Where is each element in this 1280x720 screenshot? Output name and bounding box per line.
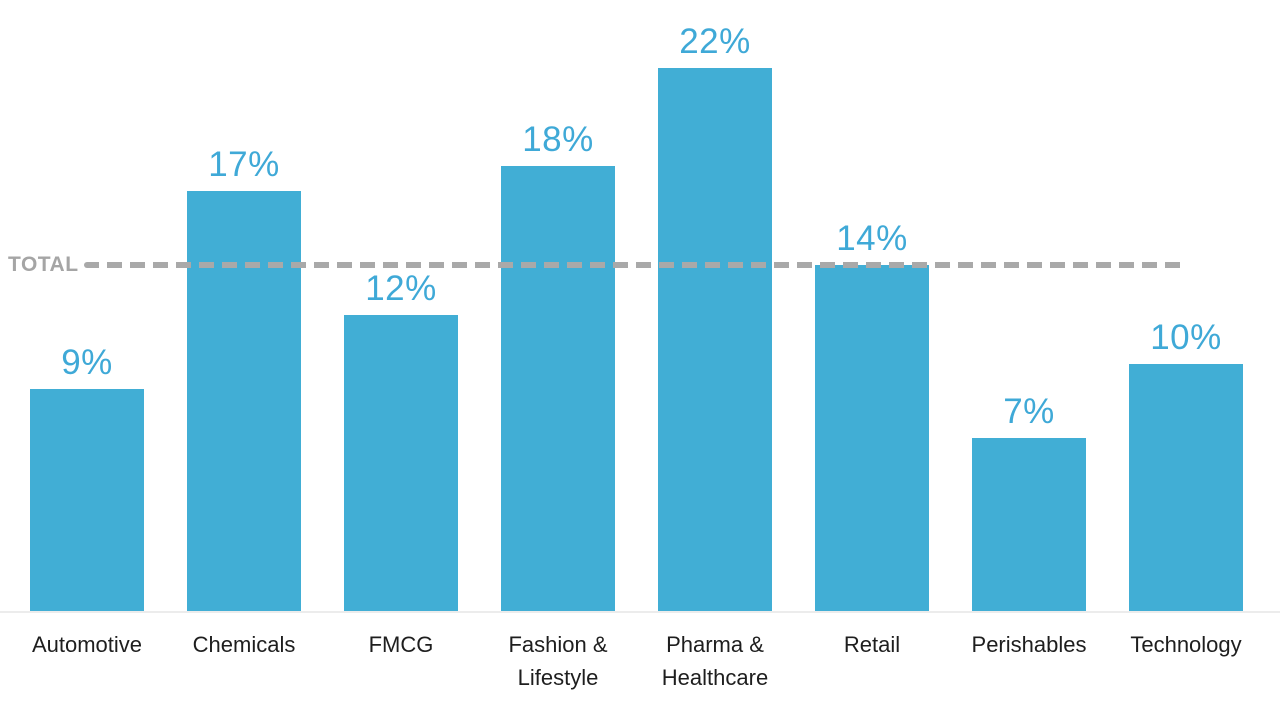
category-label: Fashion & Lifestyle [508, 632, 608, 690]
bar-group: 17% [187, 145, 301, 611]
bar-group: 10% [1129, 318, 1243, 611]
bar-value-label: 14% [836, 219, 908, 258]
total-line-label: TOTAL [8, 253, 79, 276]
bar-value-label: 7% [1003, 392, 1055, 431]
total-dashed-line [83, 262, 1188, 268]
bar [501, 166, 615, 611]
plot-area: 9% 17% 12% 18% 22% 14% 7% 10% [0, 22, 1280, 613]
bar-group: 9% [30, 343, 144, 611]
category-label: Chemicals [192, 632, 296, 657]
bar [972, 438, 1086, 611]
bar [30, 389, 144, 611]
category-label: Perishables [971, 632, 1087, 657]
bar [658, 68, 772, 611]
category-label: Pharma & Healthcare [661, 632, 769, 690]
bar-value-label: 22% [679, 22, 751, 61]
bar-group: 12% [344, 269, 458, 611]
bar-group: 22% [658, 22, 772, 611]
bar-value-label: 9% [61, 343, 113, 382]
category-label: Automotive [31, 632, 143, 657]
category-label: FMCG [368, 632, 434, 657]
bar-value-label: 17% [208, 145, 280, 184]
total-reference-line-row: TOTAL [0, 252, 1188, 278]
bar-group: 18% [501, 120, 615, 611]
category-label: Technology [1130, 632, 1242, 657]
bar [815, 265, 929, 611]
bar-group: 14% [815, 219, 929, 611]
bar [187, 191, 301, 611]
bar [344, 315, 458, 611]
bar-group: 7% [972, 392, 1086, 611]
bar-value-label: 10% [1150, 318, 1222, 357]
bar-value-label: 12% [365, 269, 437, 308]
bar [1129, 364, 1243, 611]
bar-value-label: 18% [522, 120, 594, 159]
category-label: Retail [843, 632, 901, 657]
